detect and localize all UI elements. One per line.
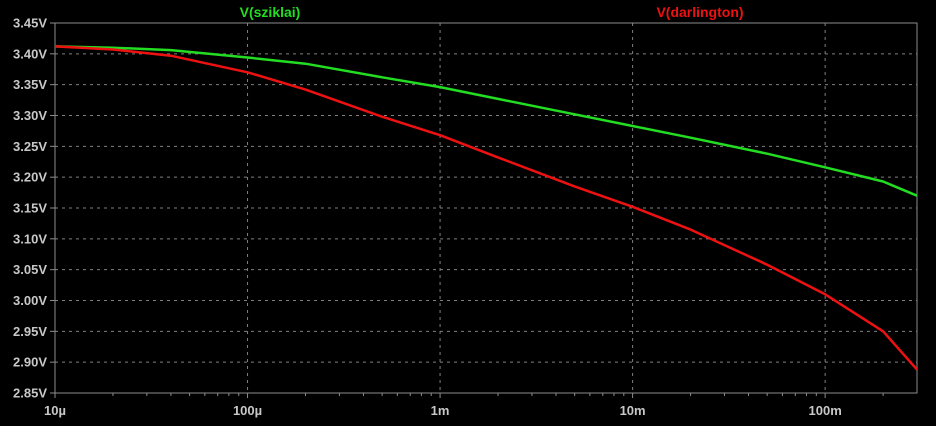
y-tick-label: 2.90V	[13, 355, 47, 370]
y-tick-label: 3.10V	[13, 231, 47, 246]
y-tick-label: 3.25V	[13, 139, 47, 154]
y-axis: 3.45V 3.40V 3.35V 3.30V 3.25V 3.20V 3.15V 3.10V…	[13, 16, 55, 401]
grid	[55, 23, 917, 393]
x-axis: 10µ 100µ 1m 10m 100m	[44, 393, 884, 418]
y-tick-label: 3.35V	[13, 77, 47, 92]
y-tick-label: 3.30V	[13, 108, 47, 123]
y-tick-label: 3.45V	[13, 16, 47, 31]
y-tick-label: 2.85V	[13, 386, 47, 401]
x-tick-label: 10µ	[44, 403, 66, 418]
y-tick-label: 3.00V	[13, 293, 47, 308]
y-tick-label: 3.05V	[13, 262, 47, 277]
series-line-1	[54, 45, 918, 371]
legend: V(sziklai) V(darlington)	[240, 4, 744, 20]
y-tick-label: 2.95V	[13, 324, 47, 339]
series-line-0	[54, 45, 918, 197]
y-tick-label: 3.40V	[13, 46, 47, 61]
y-tick-label: 3.15V	[13, 201, 47, 216]
legend-entry-1: V(darlington)	[656, 4, 743, 20]
x-tick-label: 100µ	[233, 403, 262, 418]
y-tick-label: 3.20V	[13, 170, 47, 185]
legend-entry-0: V(sziklai)	[240, 4, 301, 20]
x-tick-label: 10m	[620, 403, 646, 418]
plot-frame	[54, 22, 918, 394]
x-tick-label: 1m	[431, 403, 450, 418]
x-tick-label: 100m	[809, 403, 842, 418]
series-group	[54, 45, 918, 371]
